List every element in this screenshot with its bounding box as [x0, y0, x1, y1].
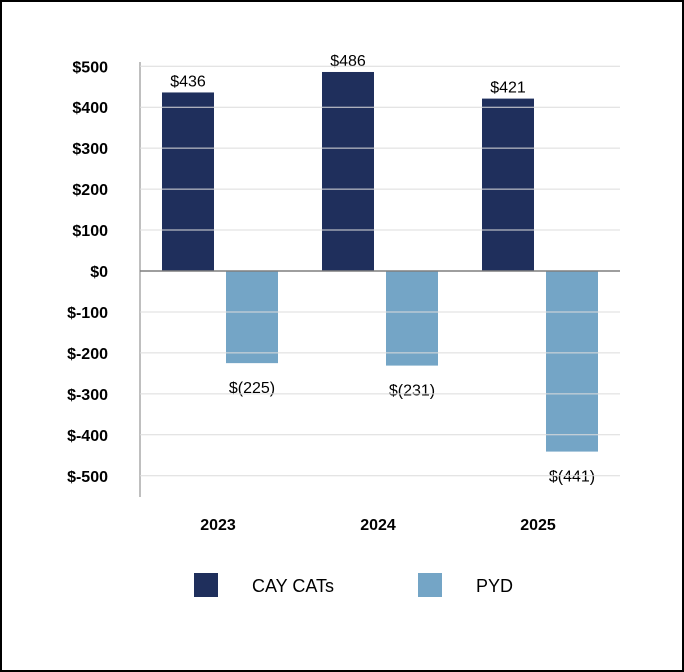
x-tick-label: 2025 [520, 517, 556, 534]
data-label: $(231) [389, 383, 435, 400]
y-axis: $500 $400 $300 $200 $100 $0 $-100 $-200 $-300 $-4… [67, 59, 141, 497]
y-tick-label: $200 [72, 182, 108, 199]
bar-cay-cats-2024 [322, 71, 374, 271]
x-axis: 2023 2024 2025 [200, 517, 556, 534]
y-tick-label: $0 [90, 264, 108, 281]
bar-pyd-2025 [546, 271, 598, 452]
x-tick-label: 2023 [200, 517, 236, 534]
legend-swatch [418, 573, 442, 597]
y-tick-label: $100 [72, 223, 108, 240]
legend-label: CAY CATs [252, 576, 334, 596]
y-tick-label: $-100 [67, 305, 108, 322]
y-tick-label: $500 [72, 59, 108, 76]
bar-pyd-2023 [226, 271, 278, 364]
bar-cay-cats-2023 [162, 92, 214, 271]
legend-label: PYD [476, 576, 513, 596]
data-labels: $436 $(225) $486 $(231) $421 $(441) [170, 53, 595, 486]
x-tick-label: 2024 [360, 517, 396, 534]
legend-swatch [194, 573, 218, 597]
bars [162, 71, 598, 452]
y-tick-label: $300 [72, 141, 108, 158]
y-tick-label: $400 [72, 100, 108, 117]
grid-lines [140, 65, 620, 477]
legend: CAY CATs PYD [194, 573, 513, 597]
bar-pyd-2024 [386, 271, 438, 366]
y-tick-label: $-300 [67, 387, 108, 404]
data-label: $421 [490, 80, 526, 97]
data-label: $(441) [549, 469, 595, 486]
bar-cay-cats-2025 [482, 98, 534, 272]
data-label: $(225) [229, 380, 275, 397]
data-label: $436 [170, 73, 206, 90]
data-label: $486 [330, 53, 366, 70]
y-tick-label: $-500 [67, 469, 108, 486]
y-tick-label: $-400 [67, 428, 108, 445]
y-tick-label: $-200 [67, 346, 108, 363]
